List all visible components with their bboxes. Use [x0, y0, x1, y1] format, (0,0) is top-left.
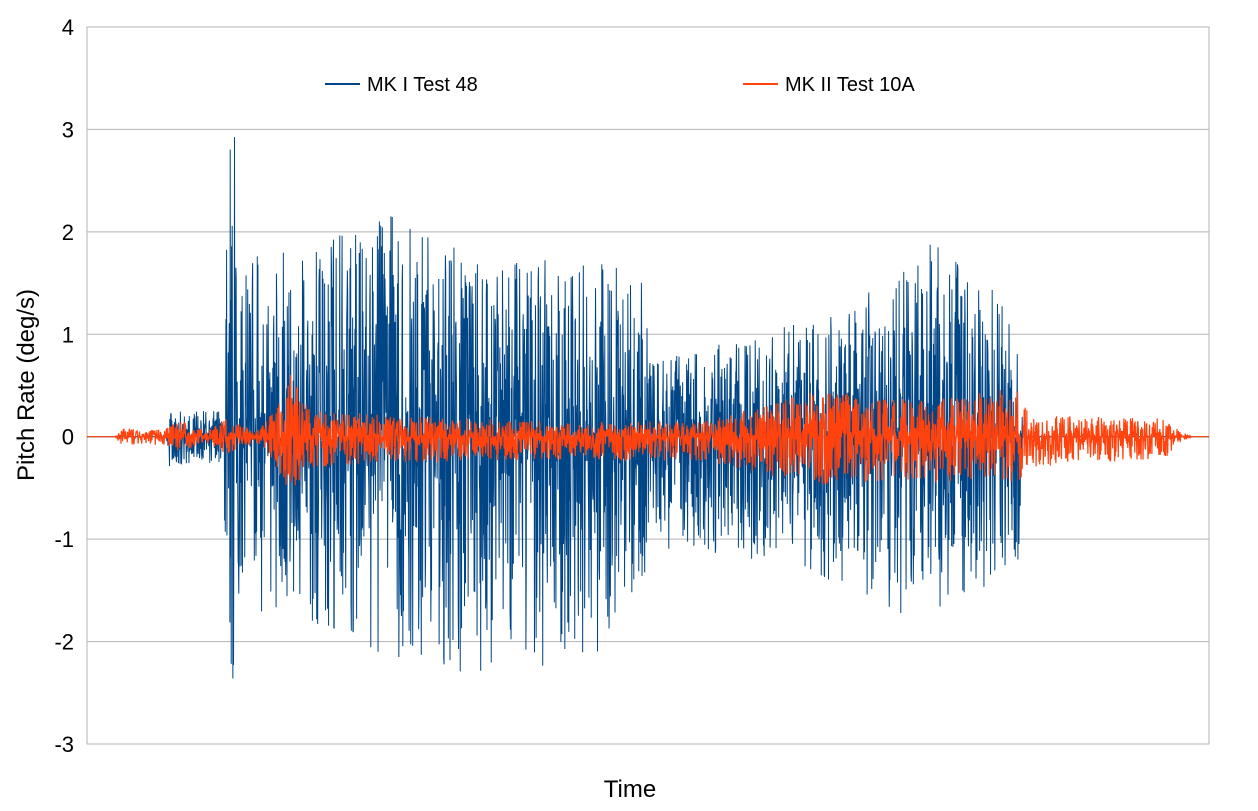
y-tick-labels: 4 3 2 1 0 -1 -2 -3: [54, 15, 74, 757]
legend-label-mk2: MK II Test 10A: [785, 74, 915, 96]
legend-label-mk1: MK I Test 48: [367, 74, 478, 96]
series-layer: [87, 137, 1209, 679]
y-tick-label: -2: [54, 630, 74, 655]
y-tick-label: 3: [62, 117, 74, 142]
y-axis-title: Pitch Rate (deg/s): [13, 289, 40, 481]
y-tick-label: 0: [62, 425, 74, 450]
y-tick-label: 1: [62, 322, 74, 347]
y-tick-label: -1: [54, 527, 74, 552]
series-line-mk2-test10a: [87, 374, 1209, 486]
legend: MK I Test 48 MK II Test 10A: [325, 74, 915, 96]
x-axis-title: Time: [604, 776, 656, 803]
y-tick-label: 4: [62, 15, 74, 40]
y-tick-label: -3: [54, 732, 74, 757]
y-tick-label: 2: [62, 220, 74, 245]
